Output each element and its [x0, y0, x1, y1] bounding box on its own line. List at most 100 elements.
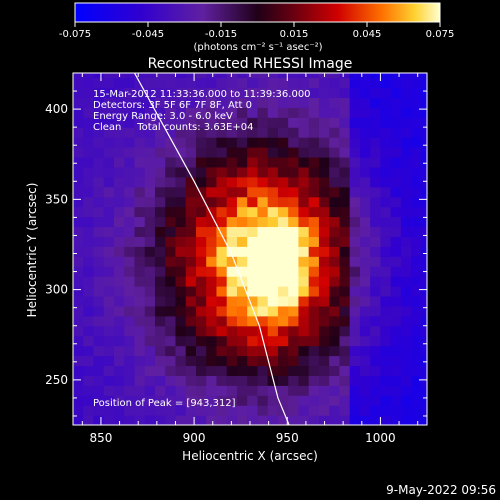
heatmap-cell	[165, 335, 177, 347]
heatmap-cell	[83, 315, 95, 327]
heatmap-cell	[370, 305, 382, 317]
heatmap-cell	[308, 117, 320, 128]
heatmap-cell	[421, 256, 427, 267]
heatmap-cell	[93, 97, 105, 108]
heatmap-cell	[134, 196, 146, 208]
heatmap-cell	[134, 147, 146, 158]
heatmap-cell	[175, 107, 187, 118]
heatmap-cell	[175, 117, 187, 128]
heatmap-cell	[359, 415, 371, 425]
heatmap-cell	[349, 137, 361, 148]
heatmap-cell	[154, 137, 166, 148]
heatmap-cell	[411, 246, 423, 257]
heatmap-cell	[154, 365, 166, 376]
heatmap-cell	[195, 295, 207, 307]
heatmap-cell	[134, 206, 146, 218]
heatmap-cell	[165, 345, 177, 357]
heatmap-cell	[134, 286, 146, 297]
heatmap-cell	[267, 295, 279, 307]
heatmap-cell	[277, 385, 289, 396]
colorbar-ticks: -0.075 -0.045 -0.015 0.015 0.045 0.075	[59, 22, 454, 40]
heatmap-cell	[185, 276, 197, 287]
heatmap-cell	[349, 73, 361, 79]
heatmap-cell	[154, 276, 166, 287]
heatmap-cell	[165, 415, 177, 425]
heatmap-cell	[206, 176, 218, 188]
heatmap-cell	[134, 176, 146, 188]
heatmap-cell	[206, 295, 218, 307]
heatmap-cell	[93, 415, 105, 425]
heatmap-cell	[206, 345, 218, 357]
heatmap-cell	[411, 236, 423, 247]
heatmap-cell	[267, 325, 279, 337]
heatmap-cell	[134, 186, 146, 198]
heatmap-cell	[175, 395, 187, 406]
heatmap-cell	[226, 246, 238, 257]
heatmap-cell	[154, 246, 166, 257]
heatmap-cell	[370, 365, 382, 376]
heatmap-cell	[288, 266, 300, 277]
heatmap-cell	[103, 137, 115, 148]
heatmap-cell	[73, 156, 84, 168]
heatmap-cell	[390, 375, 402, 386]
heatmap-cell	[154, 97, 166, 108]
heatmap-cell	[144, 107, 156, 118]
heatmap-cell	[154, 127, 166, 138]
heatmap-cell	[257, 156, 269, 168]
heatmap-cell	[165, 166, 177, 178]
heatmap-cell	[103, 176, 115, 188]
heatmap-cell	[83, 295, 95, 307]
heatmap-cell	[267, 77, 279, 89]
heatmap-cell	[318, 147, 330, 158]
heatmap-cell	[411, 117, 423, 128]
heatmap-cell	[349, 305, 361, 317]
heatmap-cell	[390, 186, 402, 198]
heatmap-cell	[206, 385, 218, 396]
heatmap-cell	[380, 335, 392, 347]
heatmap-cell	[247, 345, 259, 357]
heatmap-cell	[308, 266, 320, 277]
heatmap-cell	[154, 147, 166, 158]
heatmap-cell	[359, 137, 371, 148]
heatmap-cell	[298, 206, 310, 218]
heatmap-cell	[236, 415, 248, 425]
heatmap-cell	[318, 87, 330, 98]
heatmap-cell	[216, 137, 228, 148]
heatmap-cell	[144, 176, 156, 188]
heatmap-cell	[400, 266, 412, 277]
heatmap-cell	[329, 315, 341, 327]
heatmap-cell	[288, 365, 300, 376]
heatmap-cell	[93, 266, 105, 277]
heatmap-cell	[349, 276, 361, 287]
heatmap-cell	[216, 385, 228, 396]
heatmap-cell	[73, 286, 84, 297]
heatmap-cell	[154, 196, 166, 208]
heatmap-cell	[411, 196, 423, 208]
heatmap-cell	[308, 147, 320, 158]
heatmap-cell	[113, 315, 125, 327]
heatmap-cell	[257, 315, 269, 327]
heatmap-cell	[370, 325, 382, 337]
heatmap-cell	[277, 97, 289, 108]
heatmap-cell	[113, 97, 125, 108]
heatmap-cell	[113, 385, 125, 396]
heatmap-cell	[349, 295, 361, 307]
heatmap-cell	[134, 305, 146, 317]
heatmap-cell	[411, 395, 423, 406]
heatmap-cell	[380, 176, 392, 188]
heatmap-cell	[329, 166, 341, 178]
heatmap-cell	[83, 395, 95, 406]
heatmap-cell	[400, 355, 412, 367]
heatmap-cell	[124, 395, 136, 406]
heatmap-cell	[165, 77, 177, 89]
heatmap-cell	[349, 325, 361, 337]
heatmap-cell	[411, 206, 423, 218]
heatmap-cell	[370, 87, 382, 98]
heatmap-cell	[400, 137, 412, 148]
heatmap-cell	[216, 176, 228, 188]
heatmap-cell	[206, 315, 218, 327]
heatmap-cell	[144, 345, 156, 357]
heatmap-cell	[93, 276, 105, 287]
heatmap-cell	[103, 216, 115, 228]
heatmap-cell	[308, 385, 320, 396]
